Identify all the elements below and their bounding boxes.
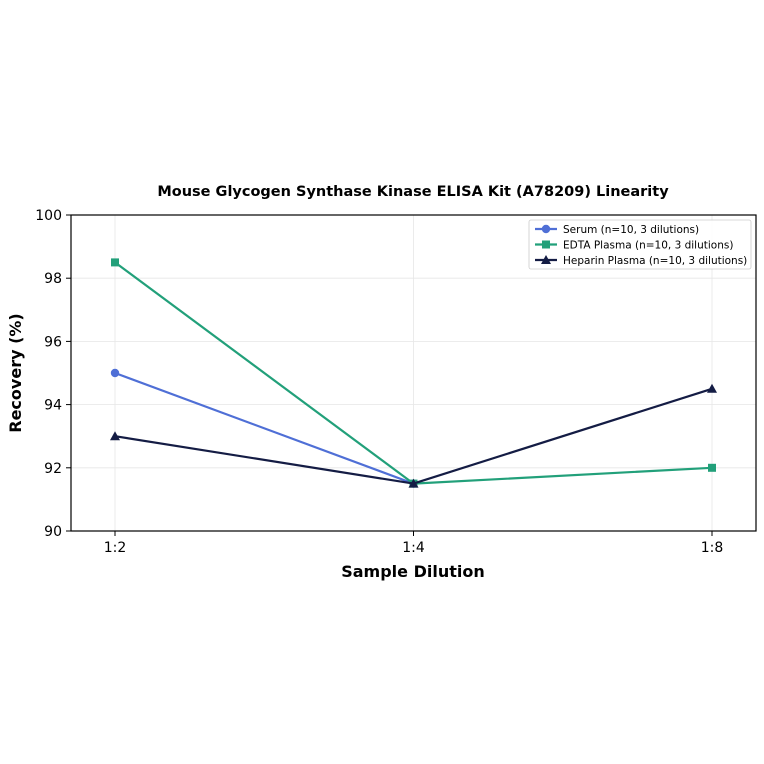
legend-label: Heparin Plasma (n=10, 3 dilutions) — [563, 255, 747, 267]
x-tick-label: 1:2 — [104, 540, 127, 556]
data-point — [408, 478, 419, 488]
series-line — [114, 371, 414, 485]
chart-title: Mouse Glycogen Synthase Kinase ELISA Kit… — [157, 184, 669, 200]
series-layer — [110, 258, 717, 488]
data-point — [111, 258, 119, 267]
legend-label: EDTA Plasma (n=10, 3 dilutions) — [563, 240, 733, 252]
y-tick-label: 98 — [44, 271, 62, 287]
legend-marker — [542, 240, 550, 249]
y-tick-label: 92 — [44, 461, 62, 477]
legend-marker — [541, 255, 551, 264]
data-point — [110, 431, 120, 441]
x-axis-title: Sample Dilution — [341, 562, 485, 581]
legend-label: Serum (n=10, 3 dilutions) — [563, 224, 699, 236]
data-point — [707, 383, 717, 393]
x-tick-label: 1:8 — [701, 540, 724, 556]
y-tick-label: 90 — [44, 524, 62, 540]
legend-entry: Serum (n=10, 3 dilutions) — [535, 224, 699, 236]
y-tick-label: 100 — [35, 208, 62, 224]
data-point — [110, 368, 120, 378]
legend-entry: EDTA Plasma (n=10, 3 dilutions) — [535, 240, 733, 252]
legend: Serum (n=10, 3 dilutions) EDTA Plasma (n=… — [528, 219, 752, 270]
x-axis-ticks: 1:2 1:4 1:8 — [104, 531, 724, 556]
legend-box — [528, 219, 752, 270]
data-point — [708, 463, 716, 472]
y-tick-label: 96 — [44, 334, 62, 350]
series-3 — [110, 383, 717, 488]
y-axis-title: Recovery (%) — [6, 313, 25, 432]
legend-entry: Heparin Plasma (n=10, 3 dilutions) — [535, 255, 747, 267]
y-axis-ticks: 90 92 94 96 98 100 — [35, 208, 71, 540]
legend-marker — [541, 224, 551, 234]
y-tick-label: 94 — [44, 398, 62, 414]
x-tick-label: 1:4 — [402, 540, 425, 556]
